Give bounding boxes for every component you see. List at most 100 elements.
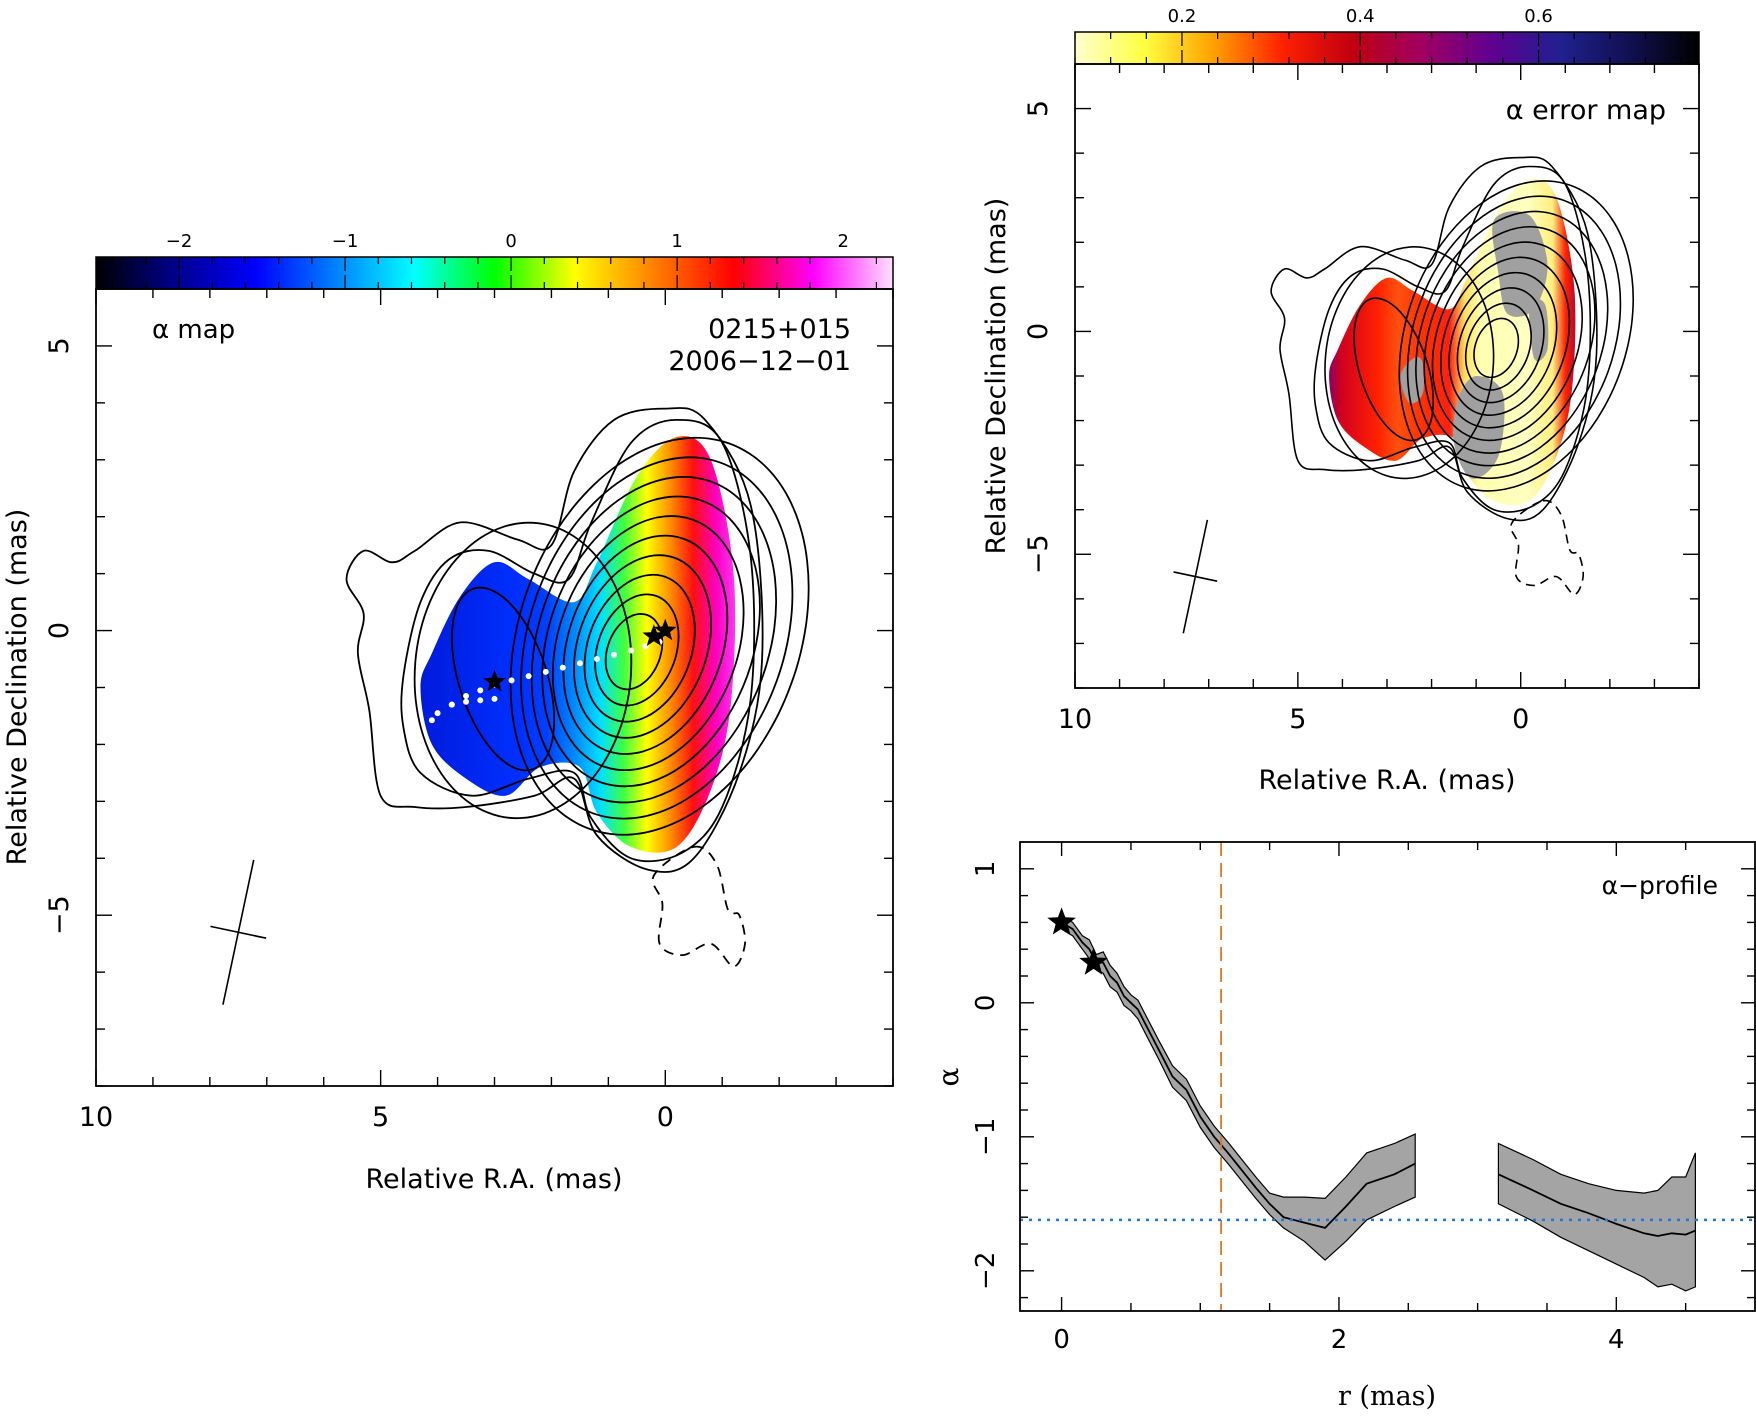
contour-core-level-12 xyxy=(604,613,664,691)
alpha-map-contours xyxy=(345,407,810,968)
component-star-jet xyxy=(483,669,506,692)
alpha-error-map-ylabel: Relative Declination (mas) xyxy=(981,198,1012,555)
contour-core-level-9 xyxy=(1448,271,1558,417)
component-star-core xyxy=(653,618,677,641)
colorbar-tick-label: −1 xyxy=(332,231,359,252)
alpha-line-segment-2 xyxy=(1498,1173,1696,1237)
contour-core-level-3 xyxy=(1398,180,1635,492)
y-tick-label: 1 xyxy=(971,861,1001,878)
alpha-profile-ylabel: α xyxy=(932,1067,965,1086)
profile-star-2 xyxy=(1079,947,1108,975)
alpha-map-colorbar-ticks: −2 −1 0 1 2 xyxy=(112,231,877,289)
ridge-point xyxy=(525,673,532,680)
ridge-point xyxy=(642,643,649,650)
alpha-profile-markers xyxy=(1047,907,1108,975)
contour-core-level-11 xyxy=(1464,302,1533,391)
ridge-point xyxy=(463,693,470,700)
masked-region-1 xyxy=(1492,211,1548,317)
x-tick-label: 5 xyxy=(1289,704,1306,735)
contour-core-level-11 xyxy=(594,593,680,707)
alpha-map-panel-label: α map xyxy=(152,315,235,345)
component-star-knot xyxy=(642,624,666,646)
y-tick-label: −1 xyxy=(971,1118,1001,1156)
ridge-point xyxy=(508,677,515,684)
contour-core-level-10 xyxy=(1456,287,1545,404)
x-tick-label: 10 xyxy=(1058,704,1092,735)
contour-core-level-3 xyxy=(509,436,810,836)
x-tick-label: 0 xyxy=(1053,1325,1070,1355)
colorbar-tick-label: 0.2 xyxy=(1168,6,1197,27)
contour-core-level-9 xyxy=(573,554,713,739)
y-tick-label: −5 xyxy=(1023,534,1054,574)
contour-core-level-6 xyxy=(1423,225,1596,454)
ridge-point xyxy=(628,647,635,654)
alpha-error-colorbar-ticks: 0.2 0.4 0.6 xyxy=(1074,6,1682,64)
ridge-point xyxy=(463,698,470,705)
alpha-error-map-axes: 10 5 0 5 0 −5 xyxy=(1023,63,1700,735)
colorbar-tick-label: 0 xyxy=(505,231,516,252)
contour-jet-knot xyxy=(451,586,556,772)
y-tick-label: −2 xyxy=(971,1252,1001,1290)
x-tick-label: 0 xyxy=(1512,704,1529,735)
alpha-profile-axes: 0 2 4 1 0 −1 −2 xyxy=(971,842,1755,1355)
alpha-error-map-contours xyxy=(1270,156,1635,596)
alpha-map-panel: −2 −1 0 1 2 10 5 0 5 0 −5 α map 0215+015 2006−12−… xyxy=(2,231,894,1195)
alpha-profile-xlabel: r (mas) xyxy=(1338,1381,1436,1412)
alpha-profile-frame xyxy=(1019,841,1756,1312)
alpha-error-map-image xyxy=(1173,156,1635,634)
alpha-error-map-xlabel: Relative R.A. (mas) xyxy=(1259,765,1516,796)
contour-core-level-5 xyxy=(1415,210,1609,467)
y-tick-label: 0 xyxy=(971,995,1001,1012)
contour-negative xyxy=(651,845,747,968)
alpha-map-colorbar xyxy=(95,256,894,290)
colorbar-tick-label: 1 xyxy=(671,231,682,252)
ridge-point xyxy=(491,695,498,702)
ridge-point xyxy=(559,664,566,671)
alpha-map-image xyxy=(210,407,810,1005)
x-tick-label: 4 xyxy=(1608,1325,1625,1355)
alpha-map-ylabel: Relative Declination (mas) xyxy=(2,509,33,866)
contour-core-level-6 xyxy=(541,495,761,788)
alpha-profile-error-bands xyxy=(1061,914,1696,1292)
ridge-point xyxy=(593,656,600,663)
contour-core-level-7 xyxy=(1431,241,1584,442)
error-band-segment-1 xyxy=(1061,914,1416,1261)
alpha-error-colorbar xyxy=(1074,31,1700,65)
contour-level-2 xyxy=(400,418,756,863)
ridge-point xyxy=(477,697,484,704)
ridge-point xyxy=(542,668,549,675)
ridge-point xyxy=(448,701,455,708)
y-tick-label: 5 xyxy=(1023,100,1054,117)
alpha-map-xlabel: Relative R.A. (mas) xyxy=(366,1164,623,1195)
alpha-map-source-name: 0215+015 xyxy=(708,314,851,345)
contour-core-level-8 xyxy=(562,534,729,755)
alpha-profile-panel: 0 2 4 1 0 −1 −2 α−profile r (mas) α xyxy=(932,841,1756,1412)
alpha-profile-reference-lines xyxy=(1020,842,1755,1311)
alpha-map-pixels xyxy=(420,436,736,853)
colorbar-tick-label: 0.6 xyxy=(1524,6,1553,27)
alpha-error-map-panel-label: α error map xyxy=(1506,95,1666,126)
contour-negative xyxy=(1510,499,1585,596)
colorbar-tick-label: 0.4 xyxy=(1346,6,1375,27)
alpha-map-axes: 10 5 0 5 0 −5 xyxy=(44,288,894,1133)
y-tick-label: 0 xyxy=(1023,323,1054,340)
contour-level-1 xyxy=(345,407,764,873)
contour-core-level-5 xyxy=(530,476,778,804)
contour-core-level-7 xyxy=(551,515,745,772)
contour-core-level-12 xyxy=(1473,317,1520,379)
contour-level-1 xyxy=(1270,156,1598,522)
beam-minor-axis xyxy=(210,925,267,939)
contour-jet-knot xyxy=(1353,297,1435,442)
x-tick-label: 5 xyxy=(372,1102,389,1133)
contour-jet-outer xyxy=(1324,246,1495,480)
y-tick-label: −5 xyxy=(44,895,75,935)
y-tick-label: 0 xyxy=(44,622,75,639)
x-tick-label: 2 xyxy=(1331,1325,1348,1355)
colorbar-tick-label: 2 xyxy=(837,231,848,252)
ridge-point xyxy=(611,651,618,658)
ridge-point xyxy=(428,717,435,724)
x-tick-label: 0 xyxy=(657,1102,674,1133)
contour-core-level-4 xyxy=(520,456,794,820)
alpha-error-map-beam xyxy=(1173,519,1218,634)
